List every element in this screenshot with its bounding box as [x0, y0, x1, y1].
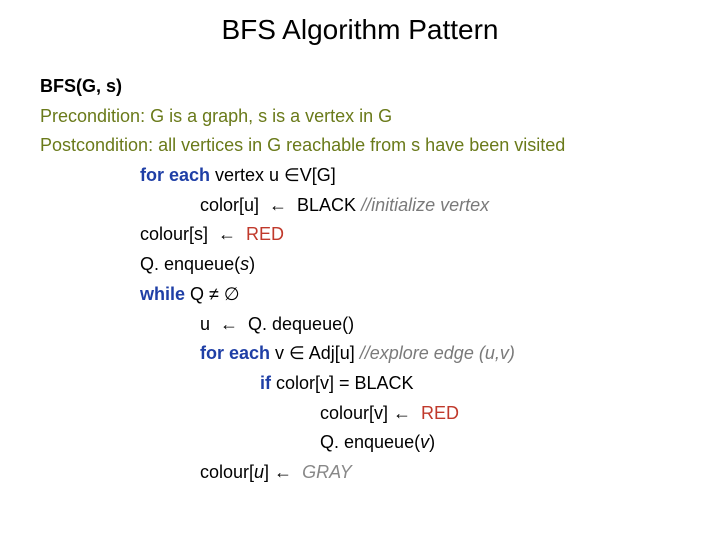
- red-literal2: RED: [421, 403, 459, 423]
- enqueue-v-end: ): [429, 432, 435, 452]
- foreach-adj-rest: v ∈ Adj[u]: [275, 343, 360, 363]
- enqueue-v-a: Q. enqueue(: [320, 432, 420, 452]
- bfs-signature: BFS(G, s): [40, 72, 680, 102]
- code-line-dequeue: u ← Q. dequeue(): [40, 310, 680, 340]
- enqueue-s-end: ): [249, 254, 255, 274]
- code-line-enqueue-v: Q. enqueue(v): [40, 428, 680, 458]
- kw-if: if: [260, 373, 276, 393]
- colour-u-a: colour[: [200, 462, 254, 482]
- code-line-enqueue-s: Q. enqueue(s): [40, 250, 680, 280]
- colour-v-text: colour[v] ←: [320, 403, 421, 423]
- var-u: u: [254, 462, 264, 482]
- init-color-comment: //initialize vertex: [361, 195, 489, 215]
- var-s: s: [240, 254, 249, 274]
- foreach-vertex-rest: vertex u ∈V[G]: [215, 165, 336, 185]
- enqueue-s-a: Q. enqueue(: [140, 254, 240, 274]
- code-line-init-color: color[u] ← BLACK //initialize vertex: [40, 191, 680, 221]
- precondition-text: G is a graph, s is a vertex in G: [150, 106, 392, 126]
- kw-while: while: [140, 284, 190, 304]
- kw-foreach: for each: [140, 165, 215, 185]
- code-line-foreach-vertex: for each vertex u ∈V[G]: [40, 161, 680, 191]
- explore-u: u: [485, 343, 495, 363]
- postcondition-label: Postcondition:: [40, 135, 158, 155]
- code-line-colour-u-gray: colour[u] ← GRAY: [40, 458, 680, 488]
- var-v: v: [420, 432, 429, 452]
- while-cond: Q ≠ ∅: [190, 284, 240, 304]
- red-literal: RED: [246, 224, 284, 244]
- if-cond: color[v] = BLACK: [276, 373, 414, 393]
- gray-literal: GRAY: [302, 462, 352, 482]
- explore-comment-a: //explore edge (: [360, 343, 485, 363]
- slide-title: BFS Algorithm Pattern: [40, 14, 680, 46]
- code-line-foreach-adj: for each v ∈ Adj[u] //explore edge (u,v): [40, 339, 680, 369]
- init-color-text: color[u] ← BLACK: [200, 195, 361, 215]
- code-line-colour-s: colour[s] ← RED: [40, 220, 680, 250]
- dequeue-text: u ← Q. dequeue(): [200, 314, 354, 334]
- postcondition-text: all vertices in G reachable from s have …: [158, 135, 565, 155]
- colour-u-b: ] ←: [264, 462, 302, 482]
- pseudocode-block: BFS(G, s) Precondition: G is a graph, s …: [40, 72, 680, 488]
- explore-v: v: [500, 343, 509, 363]
- code-line-if: if color[v] = BLACK: [40, 369, 680, 399]
- colour-s-text: colour[s] ←: [140, 224, 246, 244]
- code-line-while: while Q ≠ ∅: [40, 280, 680, 310]
- explore-end: ): [509, 343, 515, 363]
- kw-foreach2: for each: [200, 343, 275, 363]
- code-line-colour-v: colour[v] ← RED: [40, 399, 680, 429]
- precondition-line: Precondition: G is a graph, s is a verte…: [40, 102, 680, 132]
- precondition-label: Precondition:: [40, 106, 150, 126]
- postcondition-line: Postcondition: all vertices in G reachab…: [40, 131, 680, 161]
- slide: BFS Algorithm Pattern BFS(G, s) Precondi…: [0, 0, 720, 540]
